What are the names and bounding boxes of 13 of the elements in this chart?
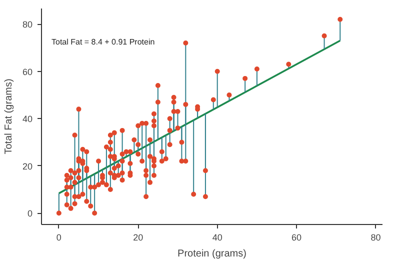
y-tick-label: 20 xyxy=(22,161,33,172)
y-tick-label: 0 xyxy=(27,208,33,219)
x-tick-label: 20 xyxy=(133,232,144,242)
x-tick-label: 80 xyxy=(370,232,381,242)
annotation: Total Fat = 8.4 + 0.91 Protein xyxy=(52,38,155,46)
y-axis-title: Total Fat (grams) xyxy=(3,78,14,154)
x-tick-label: 40 xyxy=(212,232,222,242)
x-tick-label: 60 xyxy=(292,232,302,242)
y-tick-label: 60 xyxy=(22,66,33,77)
y-tick-label: 80 xyxy=(22,20,33,30)
x-tick-label: 0 xyxy=(56,232,62,242)
x-axis-title: Protein (grams) xyxy=(178,248,246,260)
y-tick-label: 40 xyxy=(22,114,33,124)
